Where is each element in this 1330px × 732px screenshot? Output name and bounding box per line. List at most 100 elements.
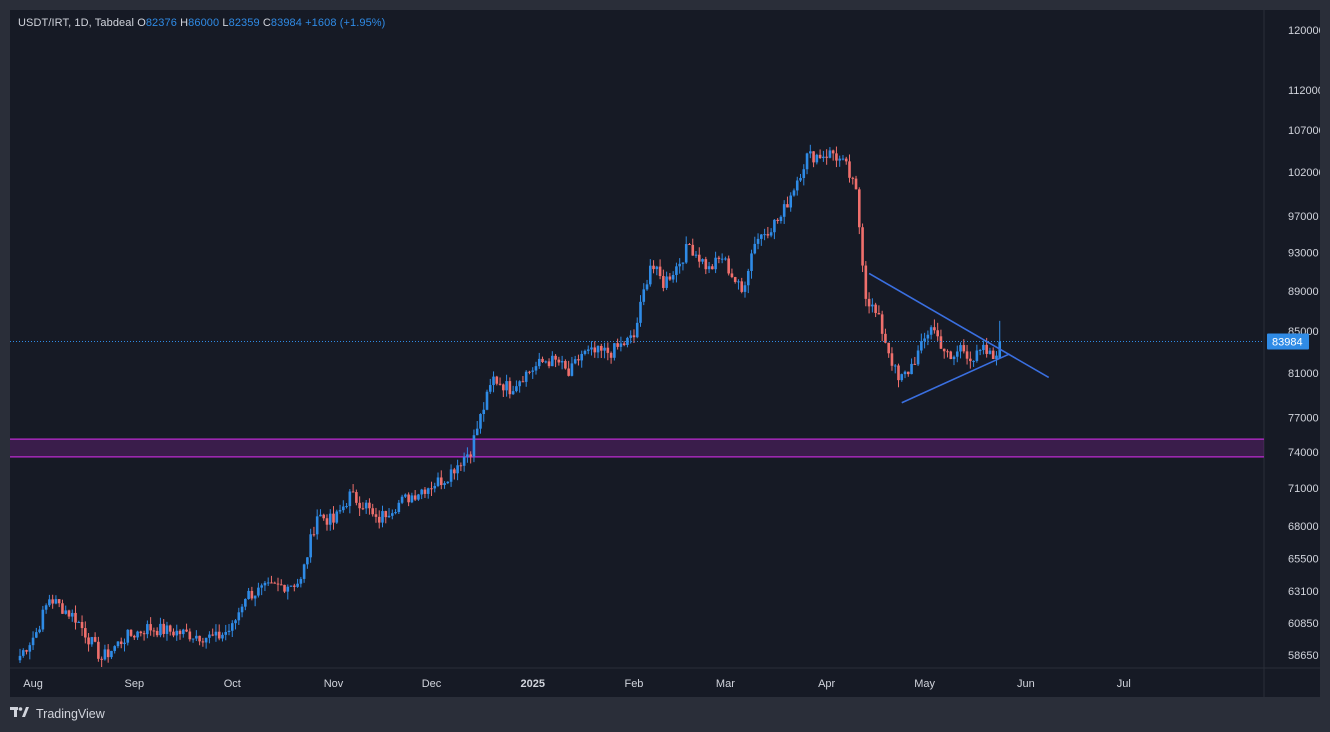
price-tick-label: 74000 [1288, 447, 1319, 459]
candle-body [270, 582, 273, 584]
candle-body [871, 304, 874, 307]
candle-body [355, 492, 358, 503]
candle-body [724, 258, 727, 260]
date-tick-label: Jun [1017, 678, 1035, 690]
candle-body [247, 590, 250, 599]
candle-body [743, 285, 747, 292]
tradingview-brand-text: TradingView [36, 706, 105, 721]
candle-body [48, 599, 51, 606]
candlestick-chart[interactable]: 120000 112000 107000 102000 97000 93000 89000 8… [10, 10, 1320, 697]
candle-body [805, 153, 809, 170]
candle-body [711, 266, 714, 270]
candle-body [61, 603, 64, 614]
candle-body [315, 516, 319, 535]
candle-body [230, 623, 234, 631]
date-tick-label: Oct [224, 678, 241, 690]
candle-body [426, 488, 430, 494]
candle-body [831, 150, 835, 154]
candle-body [528, 371, 531, 373]
candle-body [609, 352, 613, 358]
candle-body [991, 350, 995, 359]
candle-body [191, 638, 195, 640]
candle-body [554, 355, 557, 360]
candle-body [185, 629, 188, 632]
candle-body [123, 642, 126, 645]
symbol-label[interactable]: USDT/IRT, 1D, Tabdeal [18, 17, 135, 29]
candles-group [18, 144, 1002, 667]
candle-body [361, 508, 365, 510]
candle-body [90, 637, 94, 645]
candle-body [260, 585, 263, 588]
candle-body [753, 243, 757, 254]
candle-body [306, 557, 309, 565]
candle-body [694, 254, 698, 256]
candle-body [371, 508, 375, 515]
candle-body [897, 365, 900, 381]
candle-body [508, 381, 512, 395]
candle-body [887, 342, 890, 354]
candle-body [861, 227, 864, 266]
candle-body [319, 514, 322, 517]
candle-body [975, 350, 979, 361]
candle-body [648, 265, 652, 285]
candle-body [420, 489, 423, 495]
candle-body [181, 629, 185, 635]
candle-body [142, 633, 146, 635]
candle-body [492, 376, 495, 386]
candle-body [453, 469, 456, 474]
candle-body [567, 368, 570, 376]
candle-body [835, 153, 838, 161]
candle-body [962, 345, 966, 352]
candle-body [815, 154, 819, 163]
candle-body [903, 371, 907, 375]
candle-body [149, 624, 152, 631]
candle-body [100, 658, 103, 660]
candle-body [168, 625, 172, 632]
candle-body [880, 314, 884, 334]
candle-body [515, 386, 518, 392]
candle-body [217, 631, 221, 639]
candle-body [949, 351, 953, 360]
candle-body [436, 477, 440, 486]
candle-body [531, 370, 535, 372]
candle-body [613, 343, 616, 358]
candle-body [662, 276, 665, 288]
candle-body [809, 151, 812, 154]
candle-body [942, 348, 946, 352]
candle-body [867, 298, 871, 307]
last-price-label: 83984 [1272, 337, 1303, 349]
ohlc-open-value: 82376 [145, 17, 177, 29]
date-tick-label: Sep [125, 678, 145, 690]
candle-body [348, 491, 352, 507]
candle-body [841, 158, 845, 160]
tradingview-branding[interactable]: TradingView [10, 706, 105, 721]
candle-body [139, 631, 143, 634]
candle-body [776, 219, 779, 221]
price-tick-label: 112000 [1288, 85, 1320, 97]
candle-body [570, 363, 574, 376]
candle-body [384, 511, 388, 518]
candle-body [485, 391, 489, 410]
candle-body [877, 313, 881, 315]
candle-body [655, 266, 659, 270]
candle-body [580, 353, 584, 361]
candle-body [475, 428, 479, 436]
candle-body [844, 158, 848, 162]
candle-body [681, 262, 685, 264]
candle-body [309, 534, 312, 558]
candle-body [978, 350, 982, 352]
candle-body [374, 514, 378, 517]
chart-plot-area[interactable]: 120000 112000 107000 102000 97000 93000 89000 8… [10, 10, 1320, 697]
candle-body [479, 414, 482, 429]
candle-body [926, 334, 930, 339]
ohlc-open-label: O [137, 17, 146, 29]
candle-body [920, 341, 923, 351]
candle-body [394, 512, 397, 514]
candle-body [250, 590, 254, 599]
candle-body [952, 356, 956, 360]
candle-body [325, 518, 329, 525]
candle-body [381, 511, 384, 523]
candle-body [322, 514, 326, 519]
candle-body [913, 363, 917, 365]
candle-body [410, 495, 414, 503]
